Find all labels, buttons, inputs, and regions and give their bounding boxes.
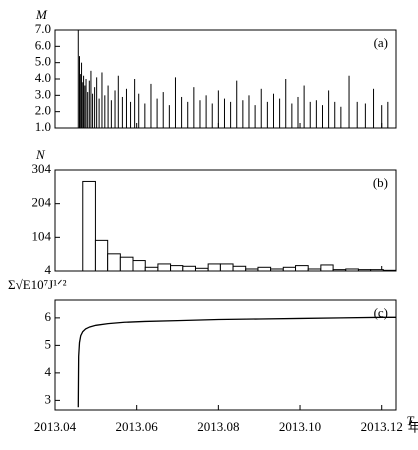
x-tick-label: 2013.06 bbox=[116, 419, 159, 434]
histogram-bar bbox=[357, 269, 372, 272]
histogram-bar bbox=[157, 263, 172, 272]
histogram-bar bbox=[257, 266, 272, 272]
histogram-bar bbox=[107, 253, 121, 272]
x-axis-label: T bbox=[406, 413, 414, 428]
histogram-bar bbox=[295, 265, 309, 272]
y-tick-label: 2.0 bbox=[35, 103, 51, 118]
y-tick-label: 4 bbox=[45, 262, 52, 277]
histogram-bar bbox=[132, 260, 146, 272]
y-tick-label: 5 bbox=[45, 336, 52, 351]
histogram-bar bbox=[245, 268, 259, 272]
plot-frame bbox=[54, 29, 397, 129]
y-tick-label: 6 bbox=[45, 309, 52, 324]
y-tick-label: 3 bbox=[45, 391, 52, 406]
energy-curve bbox=[77, 316, 396, 408]
histogram-bar bbox=[144, 266, 159, 272]
histogram-bar bbox=[82, 180, 96, 272]
panel-label: (b) bbox=[373, 175, 388, 190]
histogram-bar bbox=[332, 269, 347, 272]
histogram-bar bbox=[282, 266, 297, 272]
y-tick-label: 6.0 bbox=[35, 37, 51, 52]
y-tick-label: 304 bbox=[32, 161, 52, 176]
y-tick-label: 5.0 bbox=[35, 54, 51, 69]
panel-label: (a) bbox=[374, 35, 388, 50]
y-axis-label: Σ√E10⁷J¹ᐟ² bbox=[8, 277, 67, 292]
y-tick-label: 4 bbox=[45, 364, 52, 379]
histogram-bar bbox=[345, 268, 359, 272]
histogram-bar bbox=[94, 239, 109, 272]
y-tick-label: 4.0 bbox=[35, 70, 51, 85]
histogram-bar bbox=[194, 267, 209, 272]
y-tick-label: 204 bbox=[32, 195, 52, 210]
x-unit-label: 年月 bbox=[408, 421, 418, 436]
y-tick-label: 104 bbox=[32, 228, 52, 243]
x-tick-label: 2013.04 bbox=[34, 419, 77, 434]
x-tick-label: 2013.08 bbox=[197, 419, 239, 434]
histogram-bar bbox=[219, 263, 234, 272]
histogram-bar bbox=[370, 269, 384, 272]
y-tick-label: 7.0 bbox=[35, 21, 51, 36]
panel-label: (c) bbox=[374, 305, 388, 320]
histogram-bar bbox=[119, 256, 134, 272]
histogram-bar bbox=[270, 268, 284, 272]
x-tick-label: 2013.12 bbox=[361, 419, 403, 434]
y-tick-label: 3.0 bbox=[35, 86, 51, 101]
histogram-bar bbox=[320, 264, 334, 272]
histogram-bar bbox=[207, 263, 221, 272]
histogram-bar bbox=[170, 265, 184, 272]
x-tick-label: 2013.10 bbox=[279, 419, 321, 434]
y-axis-label: M bbox=[35, 7, 48, 22]
histogram-bar bbox=[232, 265, 247, 272]
y-axis-label: N bbox=[35, 147, 46, 162]
histogram-bar bbox=[307, 268, 322, 272]
histogram-bar bbox=[382, 269, 397, 272]
y-tick-label: 1.0 bbox=[35, 119, 51, 134]
histogram-bar bbox=[182, 265, 196, 272]
plot-frame bbox=[54, 299, 397, 411]
